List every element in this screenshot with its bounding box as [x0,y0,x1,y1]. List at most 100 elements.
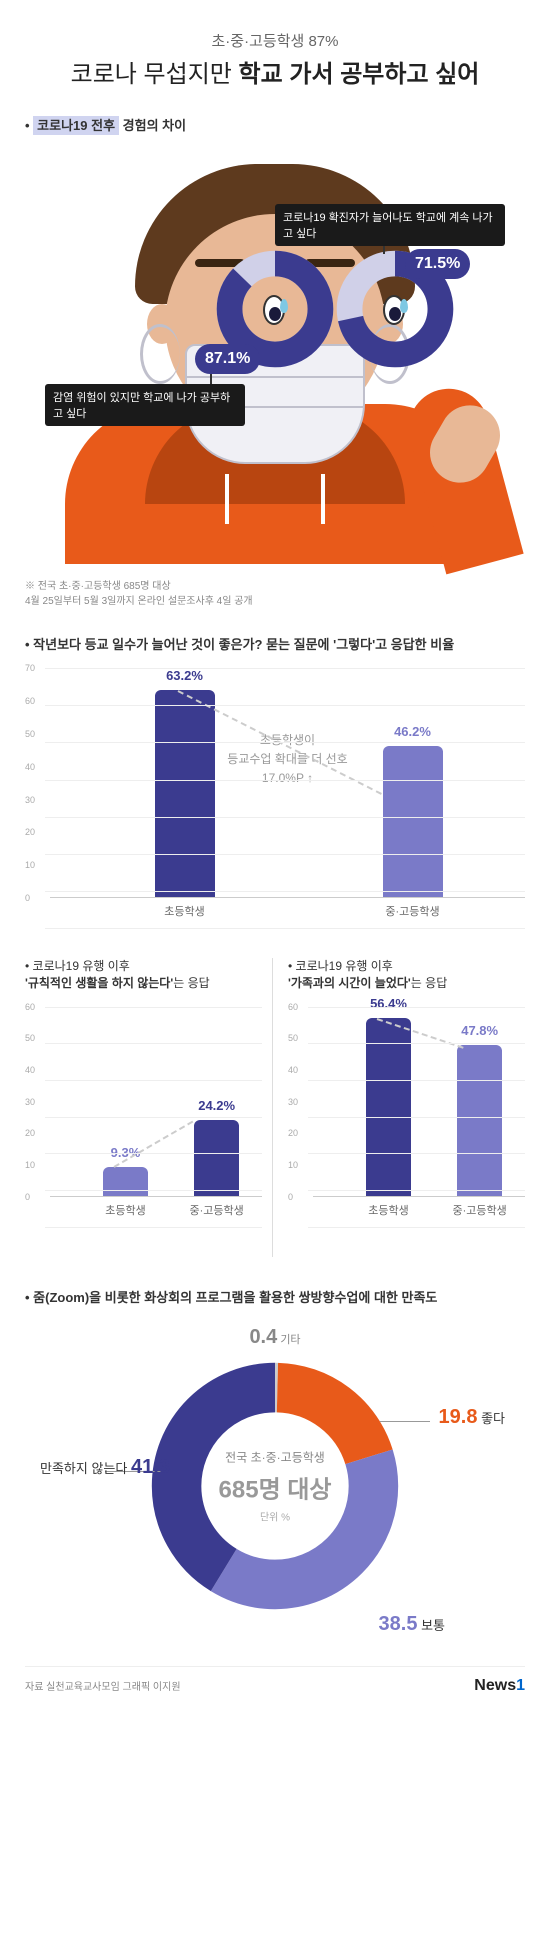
center-line: 전국 초·중·고등학생 [219,1448,332,1465]
x-label: 초등학생 [368,1202,408,1218]
y-tick: 50 [25,729,525,739]
donut-center: 전국 초·중·고등학생 685명 대상 단위 % [219,1448,332,1523]
y-tick: 20 [288,1128,525,1138]
credits: 자료 실천교육교사모임 그래픽 이지원 News1 [25,1666,525,1695]
x-label: 초등학생 [164,903,204,919]
main-title: 코로나 무섭지만 학교 가서 공부하고 싶어 [25,59,525,90]
title-light: 코로나 무섭지만 [71,61,239,88]
slice-label-etc: 0.4 기타 [249,1326,300,1349]
center-line: 단위 % [219,1508,332,1523]
gridline [308,1080,525,1081]
center-line: 685명 대상 [219,1469,332,1504]
title-pre: • 코로나19 유행 이후 [288,959,393,973]
satisfaction-title: • 줌(Zoom)을 비롯한 화상회의 프로그램을 활용한 쌍방향수업에 대한 … [25,1287,525,1306]
y-tick: 0 [25,1192,262,1202]
pct-badge-right: 71.5% [405,249,470,279]
label-highlight: 코로나19 전후 [33,116,119,135]
gridline [308,1227,525,1228]
pct: 0.4 [249,1326,277,1348]
y-tick: 30 [25,1097,262,1107]
mask-strap [140,324,180,384]
gridline [45,1117,262,1118]
source-text: 자료 실천교육교사모임 그래픽 이지원 [25,1678,181,1693]
tear-icon [280,299,288,313]
label-suffix: 경험의 차이 [119,118,186,133]
y-tick: 60 [288,1002,525,1012]
gridline [45,1190,262,1191]
slice-label-normal: 38.5 보통 [379,1613,445,1636]
y-tick: 50 [25,1033,262,1043]
infographic-root: 초·중·고등학생 87% 코로나 무섭지만 학교 가서 공부하고 싶어 • 코로… [0,0,550,1725]
gridline [308,1117,525,1118]
y-tick: 60 [25,696,525,706]
pct: 19.8 [439,1406,478,1428]
y-tick: 10 [288,1160,525,1170]
header: 초·중·고등학생 87% 코로나 무섭지만 학교 가서 공부하고 싶어 [25,30,525,90]
x-label: 중·고등학생 [190,1202,244,1218]
title-post: 는 응답 [173,976,209,990]
gridline [45,854,525,855]
y-tick: 50 [288,1033,525,1043]
y-tick: 70 [25,663,525,673]
gridline [45,817,525,818]
y-tick: 0 [288,1192,525,1202]
gridline [45,1153,262,1154]
y-tick: 20 [25,1128,262,1138]
pair-charts: • 코로나19 유행 이후 '규칙적인 생활을 하지 않는다'는 응답 9.3%… [25,958,525,1257]
pair-left-title: • 코로나19 유행 이후 '규칙적인 생활을 하지 않는다'는 응답 [25,958,262,992]
annotation-right: 코로나19 확진자가 늘어나도 학교에 계속 나가고 싶다 [275,204,505,246]
pair-left: • 코로나19 유행 이후 '규칙적인 생활을 하지 않는다'는 응답 9.3%… [25,958,262,1257]
chart1-title: • 작년보다 등교 일수가 늘어난 것이 좋은가? 묻는 질문에 '그렇다'고 … [25,634,525,653]
pupil [269,307,281,321]
bar-chart-routine: 9.3%초등학생24.2%중·고등학생 0102030405060 [25,1007,262,1227]
title-post: 는 응답 [411,976,447,990]
subtitle: 초·중·고등학생 87% [25,30,525,51]
title-pre: • 코로나19 유행 이후 [25,959,130,973]
pct: 41.3 [131,1456,170,1478]
y-tick: 10 [25,860,525,870]
gridline [45,1227,262,1228]
y-tick: 60 [25,1002,262,1012]
y-tick: 30 [288,1097,525,1107]
gridline [45,891,525,892]
bullet: • [25,118,33,133]
bar-chart-attendance: 초등학생이 등교수업 확대를 더 선호 17.0%P ↑ 63.2%초등학생46… [25,668,525,928]
pupil [389,307,401,321]
gridline [45,742,525,743]
gridline [45,1080,262,1081]
pct: 38.5 [379,1613,418,1635]
y-tick: 40 [25,762,525,772]
y-tick: 30 [25,795,525,805]
footnote-line: ※ 전국 초·중·고등학생 685명 대상 [25,579,525,594]
gridline [45,928,525,929]
txt: 기타 [280,1334,300,1346]
annotation-left: 감염 위험이 있지만 학교에 나가 공부하고 싶다 [45,384,245,426]
gridline [308,1190,525,1191]
footnote-line: 4월 25일부터 5월 3일까지 온라인 설문조사후 4일 공개 [25,594,525,609]
txt: 만족하지 않는다 [40,1461,127,1476]
gridline [45,780,525,781]
news1-logo: News1 [474,1677,525,1695]
student-illustration: 코로나19 확진자가 늘어나도 학교에 계속 나가고 싶다 71.5% 87.1… [25,144,525,564]
hood-string [225,474,229,524]
y-tick: 10 [25,1160,262,1170]
x-label: 중·고등학생 [453,1202,507,1218]
txt: 보통 [421,1618,445,1633]
slice-label-bad: 만족하지 않는다 41.3 [40,1456,170,1479]
section1-label: • 코로나19 전후 경험의 차이 [25,115,525,134]
gridline [308,1153,525,1154]
bar-chart-family: 56.4%초등학생47.8%중·고등학생 0102030405060 [288,1007,525,1227]
slice-label-good: 19.8 좋다 [439,1406,505,1429]
logo-one: 1 [516,1677,525,1694]
y-tick: 40 [288,1065,525,1075]
leader-line [380,1421,430,1422]
y-tick: 40 [25,1065,262,1075]
hood-string [321,474,325,524]
x-label: 초등학생 [105,1202,145,1218]
y-tick: 0 [25,893,525,903]
title-hl: '규칙적인 생활을 하지 않는다' [25,976,173,990]
pct-badge-left: 87.1% [195,344,260,374]
x-label: 중·고등학생 [385,903,439,919]
footnote: ※ 전국 초·중·고등학생 685명 대상 4월 25일부터 5월 3일까지 온… [25,579,525,609]
pair-right: • 코로나19 유행 이후 '가족과의 시간이 늘었다'는 응답 56.4%초등… [272,958,525,1257]
